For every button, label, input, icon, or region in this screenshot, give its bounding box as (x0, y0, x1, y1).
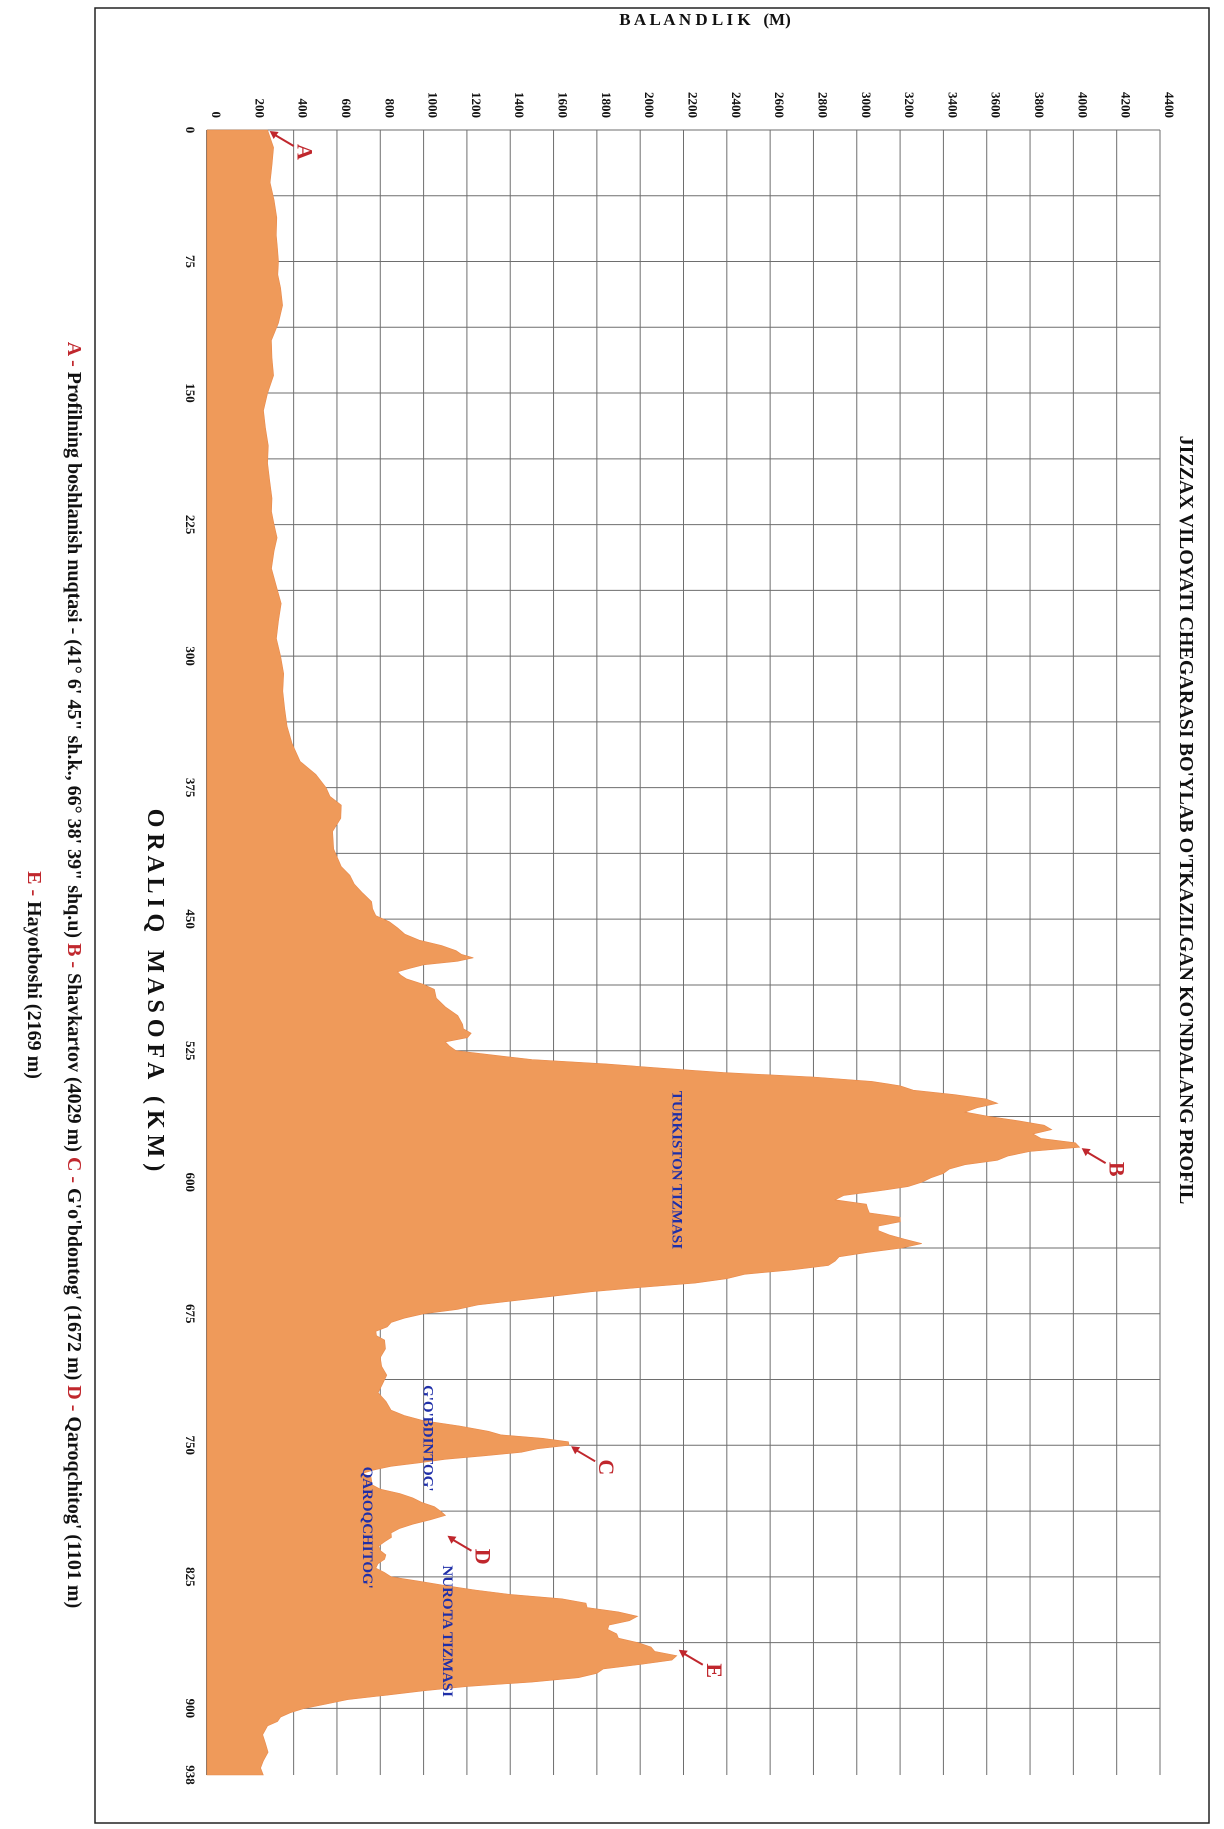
y-tick-label: 4000 (1075, 92, 1090, 118)
x-tick-label: 675 (183, 1304, 198, 1324)
legend-line-2: E - Hayotboshi (2169 m) (23, 871, 45, 1079)
y-tick-label: 200 (252, 99, 267, 119)
outer-border (94, 7, 1210, 1824)
region-label: G'O'BDINTOG' (420, 1385, 436, 1491)
x-tick-label: 900 (183, 1699, 198, 1719)
x-tick-label: 938 (183, 1765, 198, 1785)
y-tick-label: 2800 (815, 92, 830, 118)
elevation-profile-fill (206, 129, 1081, 1776)
x-tick-label: 525 (183, 1041, 198, 1061)
y-tick-label: 3600 (989, 92, 1004, 118)
annotation-arrowhead (678, 1649, 688, 1658)
x-tick-label: 750 (183, 1436, 198, 1456)
y-tick-label: 2400 (729, 92, 744, 118)
annotation-arrowhead (571, 1446, 581, 1455)
legend-key: C - (63, 1152, 85, 1188)
annotation-arrowhead (447, 1535, 457, 1544)
legend-line-1: A - Profilning boshlanish nuqtasi - (41°… (63, 342, 85, 1609)
y-tick-label: 4200 (1119, 92, 1134, 118)
chart-title: JIZZAX VILOYATI CHEGARASI BO'YLAB O'TKAZ… (1175, 436, 1197, 1205)
annotation-arrowhead (1081, 1148, 1091, 1157)
y-tick-label: 1400 (512, 92, 527, 118)
tick-labels: 0 200 400 600 800 1000 1200 1400 1600 1800 2000 220… (183, 92, 1177, 1785)
y-tick-label: 1000 (426, 92, 441, 118)
y-tick-label: 2600 (772, 92, 787, 118)
annotations: A B C D E (269, 131, 1130, 1678)
legend-text: Hayotboshi (2169 m) (23, 901, 45, 1079)
y-tick-label: 0 (209, 112, 224, 119)
x-tick-label: 450 (183, 909, 198, 929)
legend-text: Shavkartov (4029 m) (63, 973, 85, 1152)
annotation-letter: B (1105, 1162, 1130, 1177)
y-tick-label: 400 (296, 99, 311, 119)
y-tick-label: 600 (339, 99, 354, 119)
x-axis-label: O R A L I Q M A S O F A ( K M ) (142, 809, 168, 1171)
region-labels: TURKISTON TIZMASI G'O'BDINTOG' QAROQCHITOG… (359, 1091, 685, 1697)
region-label: NUROTA TIZMASI (439, 1565, 455, 1697)
legend-text: Profilning boshlanish nuqtasi - (41° 6' … (63, 372, 85, 938)
y-tick-label: 1600 (556, 92, 571, 118)
profile-area (206, 129, 1081, 1776)
legend-key: E - (23, 871, 45, 901)
annotation-arrowhead (269, 131, 279, 139)
x-tick-label: 0 (183, 127, 198, 134)
x-tick-label: 225 (183, 515, 198, 535)
legend-key: D - (63, 1380, 85, 1416)
annotation-letter: D (470, 1549, 495, 1565)
y-tick-label: 4400 (1162, 92, 1177, 118)
y-tick-label: 3000 (859, 92, 874, 118)
annotation-letter: C (594, 1459, 619, 1475)
x-tick-label: 375 (183, 778, 198, 798)
y-tick-label: 3200 (902, 92, 917, 118)
region-label: TURKISTON TIZMASI (669, 1091, 685, 1249)
y-tick-label: 3800 (1032, 92, 1047, 118)
x-tick-label: 600 (183, 1172, 198, 1192)
x-tick-label: 825 (183, 1567, 198, 1587)
x-tick-label: 150 (183, 383, 198, 403)
y-axis-label: B A L A N D L I K (M) (619, 10, 790, 29)
y-tick-label: 2200 (686, 92, 701, 118)
legend-text: Qaroqchitog' (1101 m) (63, 1416, 85, 1608)
y-tick-label: 2000 (642, 92, 657, 118)
y-tick-label: 800 (382, 99, 397, 119)
legend-key: B - (63, 938, 85, 973)
x-tick-label: 300 (183, 646, 198, 666)
legend-key: A - (63, 342, 85, 372)
y-tick-label: 1800 (599, 92, 614, 118)
y-tick-label: 1200 (469, 92, 484, 118)
y-tick-label: 3400 (945, 92, 960, 118)
legend-text: G'o'bdontog' (1672 m) (63, 1188, 85, 1380)
annotation-letter: A (293, 144, 318, 160)
region-label: QAROQCHITOG' (359, 1467, 375, 1589)
x-tick-label: 75 (183, 255, 198, 269)
annotation-letter: E (702, 1663, 727, 1678)
